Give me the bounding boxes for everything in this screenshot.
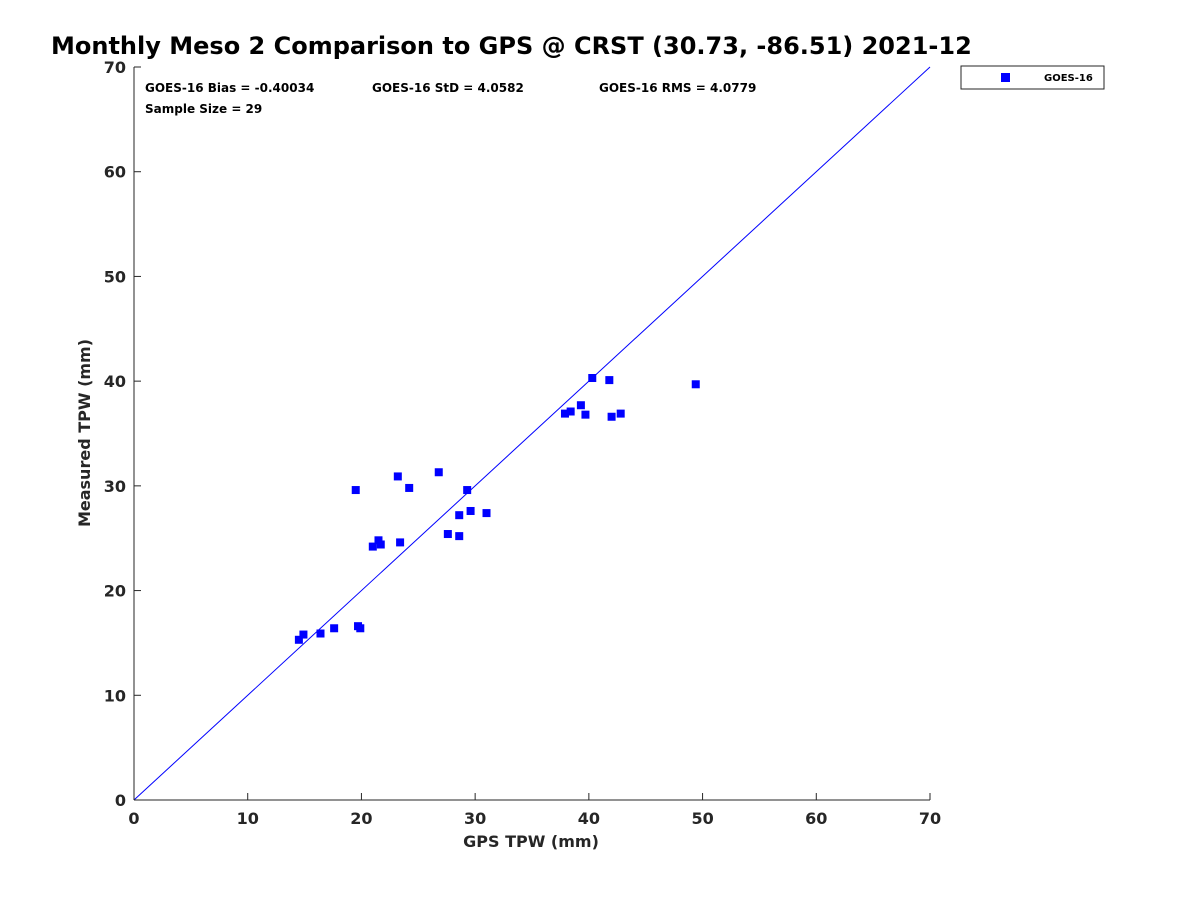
data-point-square xyxy=(434,468,443,477)
x-tick-label: 70 xyxy=(919,809,941,828)
legend-label: GOES-16 xyxy=(1044,73,1093,84)
data-point-square xyxy=(466,506,475,515)
data-point-square xyxy=(455,532,464,541)
x-tick-label: 40 xyxy=(578,809,600,828)
data-points-layer xyxy=(294,374,700,644)
legend: GOES-16 xyxy=(960,65,1105,90)
data-point-square xyxy=(691,380,700,389)
x-tick-label: 10 xyxy=(237,809,259,828)
data-point-square xyxy=(356,624,365,633)
bias-stat: GOES-16 Bias = -0.40034 xyxy=(145,81,314,95)
std-stat: GOES-16 StD = 4.0582 xyxy=(372,81,524,95)
x-tick-label: 20 xyxy=(350,809,372,828)
data-point-square xyxy=(316,629,325,638)
data-point-square xyxy=(566,407,575,416)
y-axis-ticks: 0 10 20 30 40 50 60 70 xyxy=(104,58,141,810)
data-point-square xyxy=(405,483,414,492)
data-point-square xyxy=(376,540,385,549)
y-tick-label: 0 xyxy=(115,791,126,810)
data-point-square xyxy=(351,486,360,495)
data-point-square xyxy=(330,624,339,633)
x-axis-ticks: 0 10 20 30 40 50 60 70 xyxy=(128,793,941,828)
y-tick-label: 30 xyxy=(104,477,126,496)
y-tick-label: 70 xyxy=(104,58,126,77)
data-point-square xyxy=(581,410,590,419)
x-axis-label: GPS TPW (mm) xyxy=(463,832,599,851)
data-point-square xyxy=(374,536,383,545)
data-point-square xyxy=(455,511,464,520)
data-point-square xyxy=(368,542,377,551)
x-tick-label: 50 xyxy=(691,809,713,828)
data-point-square xyxy=(463,486,472,495)
data-point-square xyxy=(393,472,402,481)
reference-line-layer xyxy=(133,66,931,801)
chart-title: Monthly Meso 2 Comparison to GPS @ CRST … xyxy=(51,32,972,60)
data-point-square xyxy=(607,412,616,421)
y-tick-label: 20 xyxy=(104,582,126,601)
data-point-square xyxy=(560,409,569,418)
data-point-square xyxy=(588,374,597,383)
data-point-square xyxy=(443,530,452,539)
y-tick-label: 10 xyxy=(104,686,126,705)
data-point-square xyxy=(616,409,625,418)
data-point-square xyxy=(396,538,405,547)
y-axis-label: Measured TPW (mm) xyxy=(75,339,94,527)
legend-box xyxy=(960,65,1105,90)
one-to-one-line xyxy=(133,66,931,801)
x-tick-label: 30 xyxy=(464,809,486,828)
x-tick-label: 0 xyxy=(128,809,139,828)
data-point-square xyxy=(576,401,585,410)
y-tick-label: 50 xyxy=(104,267,126,286)
sample-size-stat: Sample Size = 29 xyxy=(145,102,262,116)
legend-marker xyxy=(1001,73,1010,82)
x-tick-label: 60 xyxy=(805,809,827,828)
data-point-square xyxy=(294,635,303,644)
data-point-square xyxy=(605,376,614,385)
data-point-square xyxy=(299,630,308,639)
y-tick-label: 60 xyxy=(104,163,126,182)
rms-stat: GOES-16 RMS = 4.0779 xyxy=(599,81,756,95)
y-tick-label: 40 xyxy=(104,372,126,391)
data-point-square xyxy=(482,509,491,518)
